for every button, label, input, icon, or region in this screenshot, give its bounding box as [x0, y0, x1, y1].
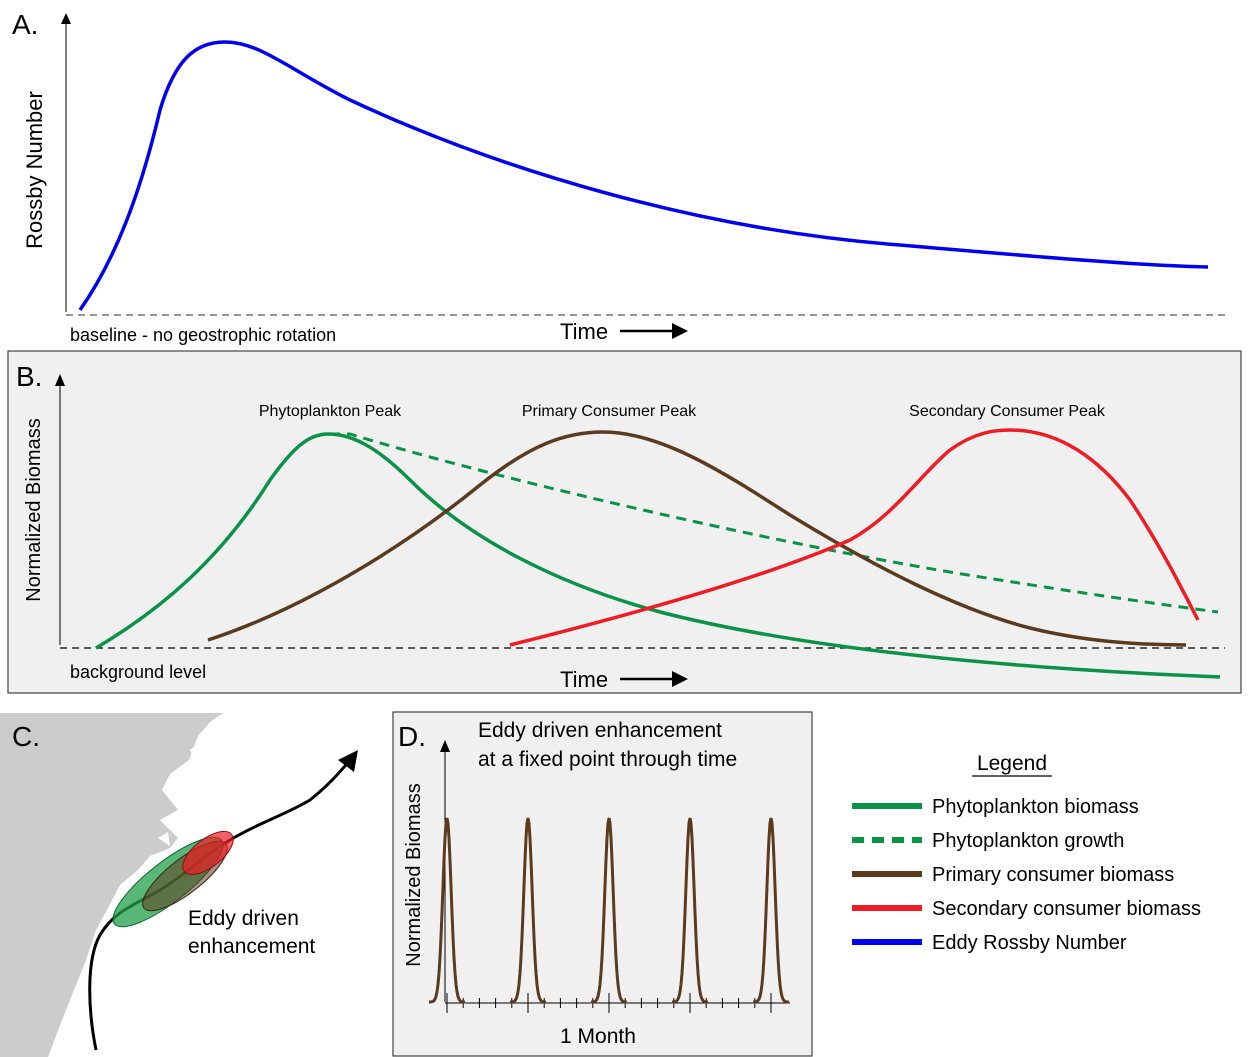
legend-label: Eddy Rossby Number [932, 932, 1127, 954]
panel-b: B. Normalized Biomass background level T… [7, 350, 1242, 694]
rossby-number-curve [78, 40, 1209, 312]
secondary-consumer-curve [509, 428, 1200, 647]
legend-label: Phytoplankton growth [932, 830, 1124, 852]
panel-a-y-axis-arrow [61, 13, 71, 24]
panel-d-letter: D. [398, 721, 426, 752]
biomass-pulse [753, 817, 789, 1004]
legend: Legend Phytoplankton biomassPhytoplankto… [852, 752, 1201, 954]
biomass-pulse [591, 817, 627, 1004]
panel-d-x-label: 1 Month [560, 1025, 636, 1048]
legend-label: Secondary consumer biomass [932, 898, 1201, 920]
biomass-pulse [510, 817, 546, 1004]
phytoplankton-biomass-curve [95, 432, 1221, 679]
legend-label: Primary consumer biomass [932, 864, 1174, 886]
primary-consumer-peak-label: Primary Consumer Peak [522, 403, 697, 420]
panel-b-y-label: Normalized Biomass [23, 418, 45, 601]
panel-c-annotation-line1: Eddy driven [188, 907, 299, 930]
panel-a-baseline-label: baseline - no geostrophic rotation [70, 325, 336, 345]
legend-items: Phytoplankton biomass Phytoplankton growt… [852, 796, 1201, 954]
coastline-bays [158, 742, 205, 846]
coastline-land [0, 713, 223, 1057]
primary-consumer-curve [207, 430, 1187, 647]
secondary-consumer-eddy [182, 830, 234, 876]
biomass-pulse [429, 817, 465, 1004]
secondary-consumer-peak-label: Secondary Consumer Peak [909, 403, 1106, 420]
panel-b-background-label: background level [70, 662, 206, 682]
panel-c: C. Eddy driven enhancement [0, 713, 358, 1057]
panel-a-time-arrowhead [672, 323, 688, 339]
legend-title: Legend [977, 752, 1047, 775]
gulf-stream-arrowhead [338, 750, 358, 772]
panel-b-time-arrowhead [672, 671, 688, 687]
panel-b-letter: B. [16, 361, 42, 392]
legend-label: Phytoplankton biomass [932, 796, 1139, 818]
panel-d-title-line2: at a fixed point through time [478, 748, 737, 771]
panel-d-y-axis-arrow [440, 740, 450, 752]
panel-d-pulses [429, 817, 789, 1004]
panel-b-y-axis-arrow [55, 374, 65, 386]
panel-b-frame [7, 350, 1242, 694]
phytoplankton-peak-label: Phytoplankton Peak [259, 403, 402, 420]
panel-a-letter: A. [12, 9, 38, 40]
panel-a: A. Rossby Number baseline - no geostroph… [12, 9, 1225, 345]
panel-c-annotation-line2: enhancement [188, 935, 315, 958]
biomass-pulse [672, 817, 708, 1004]
panel-a-x-label: Time [560, 319, 608, 344]
panel-d-title-line1: Eddy driven enhancement [478, 719, 722, 742]
panel-c-letter: C. [12, 721, 40, 752]
panel-b-x-label: Time [560, 667, 608, 692]
panel-d: D. Eddy driven enhancement at a fixed po… [392, 711, 813, 1057]
panel-d-y-label: Normalized Biomass [403, 783, 425, 966]
panel-a-y-label: Rossby Number [22, 91, 47, 249]
